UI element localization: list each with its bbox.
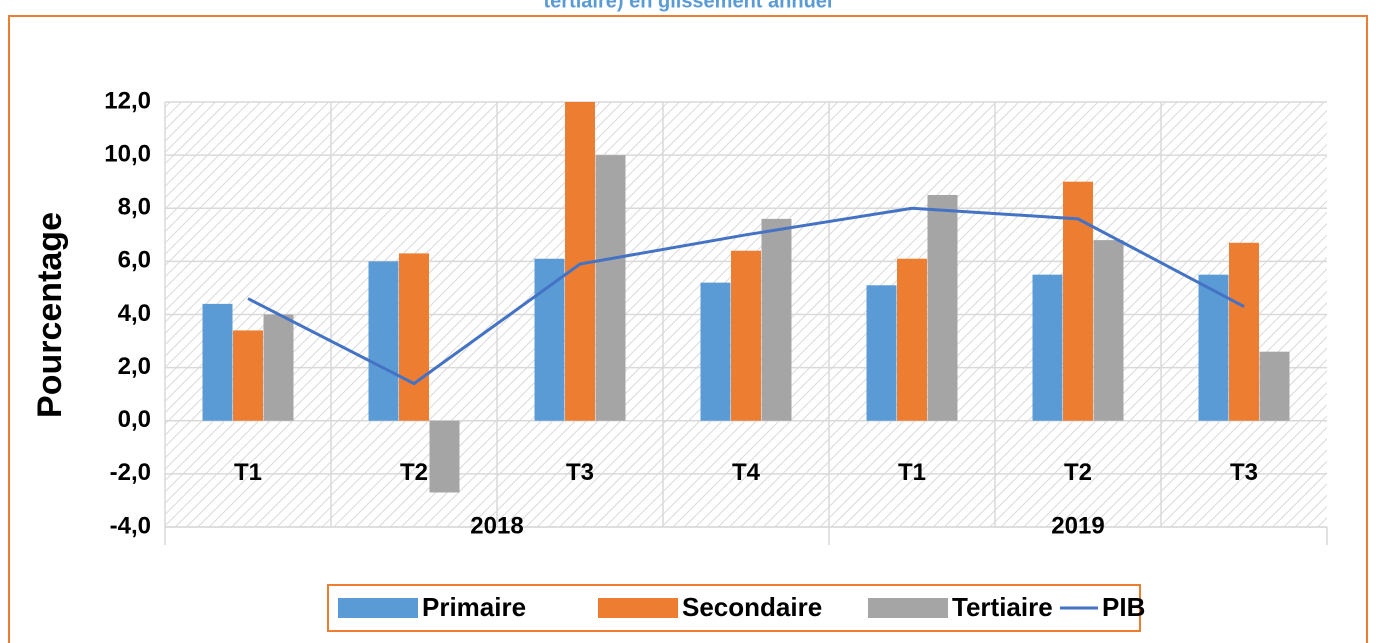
bar	[1093, 240, 1124, 421]
y-tick-label: -2,0	[110, 459, 151, 486]
bar	[399, 253, 429, 421]
bar	[1063, 181, 1093, 421]
y-tick-label: 0,0	[118, 406, 151, 433]
legend-label: PIB	[1102, 592, 1145, 622]
x-tick-label: T1	[234, 459, 262, 486]
x-tick-label: T1	[898, 459, 926, 486]
legend-label: Primaire	[422, 592, 526, 622]
bar	[263, 314, 294, 421]
chart-title: tertiaire) en glissement annuel	[544, 0, 833, 12]
y-axis-label: Pourcentage	[31, 212, 69, 418]
x-tick-label: T3	[1230, 459, 1258, 486]
legend-swatch	[338, 598, 418, 618]
x-tick-label: T2	[1064, 459, 1092, 486]
legend-label: Secondaire	[682, 592, 822, 622]
bar	[1198, 274, 1229, 421]
line	[247, 206, 1245, 386]
bar	[897, 258, 927, 421]
y-tick-label: -4,0	[110, 512, 151, 539]
bar	[233, 330, 263, 421]
y-tick-label: 2,0	[118, 353, 151, 380]
y-tick-label: 10,0	[104, 140, 151, 167]
bar	[368, 261, 399, 421]
bar	[1259, 351, 1290, 421]
y-tick-label: 12,0	[104, 87, 151, 114]
bar	[866, 285, 897, 421]
y-tick-label: 4,0	[118, 300, 151, 327]
legend-label: Tertiaire	[952, 592, 1053, 622]
bar	[534, 258, 565, 421]
bar	[202, 303, 233, 421]
x-tick-label: T3	[566, 459, 594, 486]
bar	[1032, 274, 1063, 421]
bar	[761, 218, 792, 421]
bar	[1229, 242, 1259, 421]
legend-box	[327, 584, 1141, 632]
x-group-label: 2019	[1051, 512, 1104, 539]
bar	[700, 282, 731, 421]
x-tick-label: T4	[732, 459, 761, 486]
x-tick-label: T2	[400, 459, 428, 486]
x-group-label: 2018	[470, 512, 523, 539]
bar	[595, 155, 626, 421]
legend-swatch	[868, 598, 948, 618]
legend-swatch	[598, 598, 678, 618]
y-tick-label: 8,0	[118, 194, 151, 221]
bar	[429, 420, 460, 493]
y-tick-label: 6,0	[118, 247, 151, 274]
bar	[927, 194, 958, 421]
bar	[731, 250, 761, 421]
